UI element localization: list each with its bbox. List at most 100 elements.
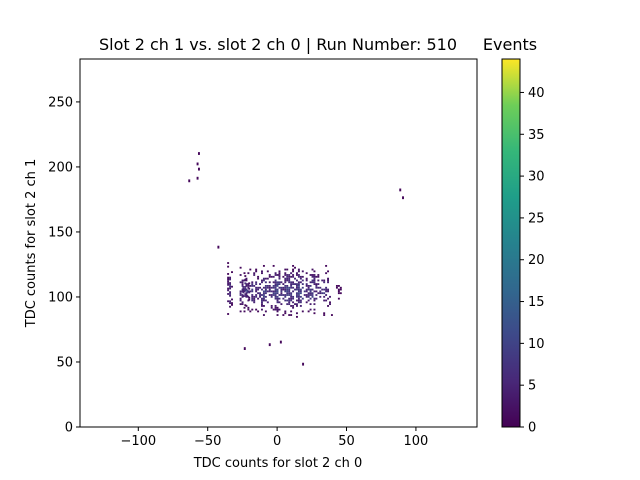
- heatmap-cell: [313, 270, 316, 273]
- heatmap-cell: [257, 292, 260, 295]
- heatmap-cell: [248, 296, 251, 299]
- heatmap-cell: [249, 310, 252, 313]
- heatmap-cell: [262, 314, 265, 316]
- heatmap-cell: [257, 286, 260, 289]
- heatmap-cell: [286, 292, 289, 295]
- heatmap-cell: [264, 295, 267, 298]
- heatmap-cell: [292, 301, 295, 304]
- heatmap-cell: [327, 279, 330, 282]
- heatmap-cell: [227, 287, 230, 290]
- heatmap-cell: [335, 285, 338, 287]
- heatmap-cell: [278, 272, 281, 275]
- heatmap-cell: [188, 179, 191, 183]
- heatmap-cell: [278, 281, 281, 284]
- heatmap-cell: [297, 295, 300, 298]
- heatmap-cell: [276, 299, 279, 302]
- heatmap-cell: [297, 290, 300, 293]
- heatmap-cell: [288, 286, 291, 289]
- heatmap-cell: [315, 294, 318, 296]
- heatmap-cell: [327, 290, 330, 293]
- heatmap-cell: [311, 288, 314, 291]
- heatmap-cell: [270, 294, 273, 296]
- heatmap-cell: [305, 279, 308, 282]
- heatmap-cell: [243, 310, 246, 313]
- heatmap-cell: [261, 279, 263, 282]
- heatmap-cell: [321, 292, 324, 295]
- heatmap-cell: [268, 290, 271, 293]
- heatmap-cell: [319, 292, 322, 295]
- heatmap-cell: [251, 299, 254, 302]
- heatmap-cell: [321, 288, 324, 291]
- heatmap-cell: [239, 299, 242, 302]
- heatmap-cell: [196, 162, 199, 166]
- plot-area: [79, 58, 478, 428]
- heatmap-cell: [245, 285, 248, 287]
- heatmap-cell: [301, 270, 304, 273]
- heatmap-cell: [286, 286, 289, 289]
- heatmap-cell: [264, 286, 267, 289]
- heatmap-cell: [244, 295, 247, 297]
- heatmap-cell: [297, 297, 300, 300]
- heatmap-cell: [268, 294, 271, 296]
- heatmap-cell: [239, 297, 242, 300]
- heatmap-cell: [257, 275, 260, 278]
- heatmap-cell: [229, 293, 232, 295]
- heatmap-cell: [313, 275, 316, 278]
- heatmap-cell: [259, 286, 262, 289]
- heatmap-cell: [251, 290, 254, 293]
- heatmap-cell: [257, 288, 260, 291]
- heatmap-cell: [274, 281, 277, 284]
- heatmap-cell: [270, 305, 273, 307]
- heatmap-cell: [276, 306, 279, 309]
- heatmap-cells: [188, 152, 404, 366]
- heatmap-cell: [262, 295, 265, 298]
- heatmap-cell: [251, 294, 254, 296]
- heatmap-cell: [239, 266, 242, 269]
- heatmap-cell: [278, 297, 281, 300]
- heatmap-cell: [245, 294, 248, 296]
- heatmap-cell: [247, 295, 250, 298]
- heatmap-cell: [295, 312, 298, 315]
- heatmap-cell: [251, 283, 254, 285]
- heatmap-cell: [242, 289, 245, 292]
- heatmap-cell: [327, 277, 330, 280]
- heatmap-cell: [278, 274, 281, 276]
- heatmap-cell: [290, 285, 293, 287]
- heatmap-cell: [315, 275, 318, 278]
- heatmap-cell: [268, 285, 271, 287]
- heatmap-cell: [290, 272, 293, 275]
- heatmap-cell: [274, 295, 277, 298]
- heatmap-cell: [272, 275, 275, 278]
- heatmap-cell: [274, 288, 277, 291]
- heatmap-cell: [229, 283, 232, 286]
- heatmap-cell: [245, 288, 248, 291]
- heatmap-cell: [266, 285, 269, 287]
- heatmap-cell: [329, 301, 331, 304]
- heatmap-cell: [295, 274, 298, 276]
- heatmap-cell: [244, 282, 247, 285]
- heatmap-cell: [255, 290, 258, 293]
- heatmap-cell: [297, 286, 300, 289]
- heatmap-cell: [276, 288, 279, 291]
- heatmap-cell: [337, 290, 340, 293]
- heatmap-cell: [261, 299, 263, 302]
- heatmap-cell: [307, 288, 310, 291]
- heatmap-cell: [262, 279, 265, 282]
- heatmap-cell: [282, 288, 285, 291]
- heatmap-cell: [242, 286, 245, 288]
- heatmap-cell: [292, 268, 295, 271]
- heatmap-cell: [325, 272, 328, 275]
- heatmap-cell: [241, 294, 244, 296]
- heatmap-cell: [295, 279, 298, 282]
- heatmap-cell: [264, 285, 267, 287]
- heatmap-cell: [292, 270, 295, 273]
- heatmap-cell: [284, 299, 287, 302]
- heatmap-cell: [279, 340, 282, 344]
- heatmap-cell: [274, 286, 277, 289]
- heatmap-cell: [288, 303, 291, 306]
- heatmap-cell: [288, 292, 291, 295]
- heatmap-cell: [311, 295, 314, 298]
- heatmap-cell: [311, 281, 314, 284]
- heatmap-cell: [286, 303, 289, 306]
- heatmap-cell: [245, 305, 248, 307]
